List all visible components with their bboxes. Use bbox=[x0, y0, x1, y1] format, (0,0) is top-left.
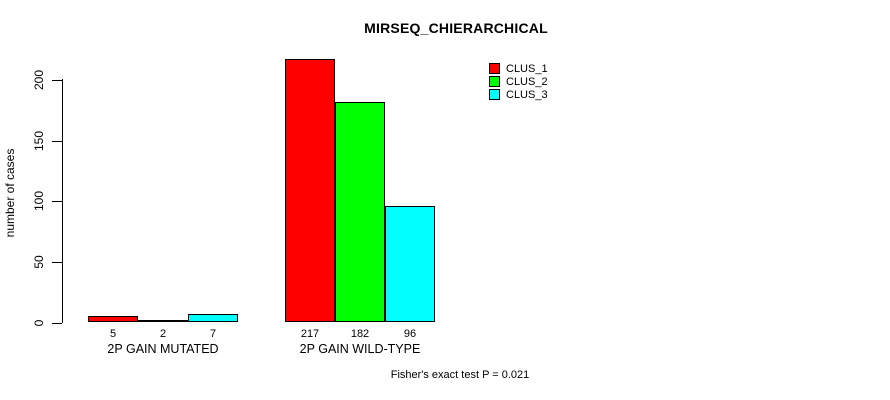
legend-swatch bbox=[489, 63, 500, 74]
y-tick-label: 0 bbox=[32, 319, 46, 326]
category-label: 2P GAIN WILD-TYPE bbox=[299, 342, 421, 356]
y-axis-tick bbox=[52, 80, 62, 82]
chart-title: MIRSEQ_CHIERARCHICAL bbox=[364, 20, 548, 36]
y-axis-tick bbox=[52, 201, 62, 203]
bar-value-label: 7 bbox=[209, 328, 217, 340]
bar-value-label: 2 bbox=[159, 328, 167, 340]
legend-item: CLUS_3 bbox=[489, 88, 548, 101]
bar-clus_2-group2 bbox=[335, 101, 385, 323]
y-tick-label: 100 bbox=[32, 191, 46, 212]
y-axis-label: number of cases bbox=[3, 148, 17, 238]
y-tick-label: 50 bbox=[32, 255, 46, 269]
bar-clus_2-group1 bbox=[138, 320, 188, 323]
bar-value-label: 96 bbox=[403, 328, 417, 340]
legend-item: CLUS_2 bbox=[489, 75, 548, 88]
y-axis-tick bbox=[52, 261, 62, 263]
bar-clus_3-group1 bbox=[188, 314, 238, 323]
legend-swatch bbox=[489, 76, 500, 87]
legend-label: CLUS_1 bbox=[506, 62, 548, 75]
legend: CLUS_1 CLUS_2 CLUS_3 bbox=[489, 62, 548, 101]
y-axis-line bbox=[62, 79, 63, 323]
bar-clus_3-group2 bbox=[385, 206, 435, 323]
bar-clus_1-group1 bbox=[88, 316, 138, 323]
bar-value-label: 5 bbox=[109, 328, 117, 340]
bar-clus_1-group2 bbox=[285, 59, 335, 323]
y-tick-label: 200 bbox=[32, 70, 46, 91]
bar-value-label: 217 bbox=[300, 328, 320, 340]
legend-swatch bbox=[489, 89, 500, 100]
y-axis-tick bbox=[52, 322, 62, 324]
annotation-text: Fisher's exact test P = 0.021 bbox=[390, 369, 530, 381]
y-tick-label: 150 bbox=[32, 130, 46, 151]
legend-label: CLUS_2 bbox=[506, 75, 548, 88]
bar-value-label: 182 bbox=[350, 328, 370, 340]
legend-label: CLUS_3 bbox=[506, 88, 548, 101]
legend-item: CLUS_1 bbox=[489, 62, 548, 75]
y-axis-tick bbox=[52, 140, 62, 142]
category-label: 2P GAIN MUTATED bbox=[107, 342, 219, 356]
